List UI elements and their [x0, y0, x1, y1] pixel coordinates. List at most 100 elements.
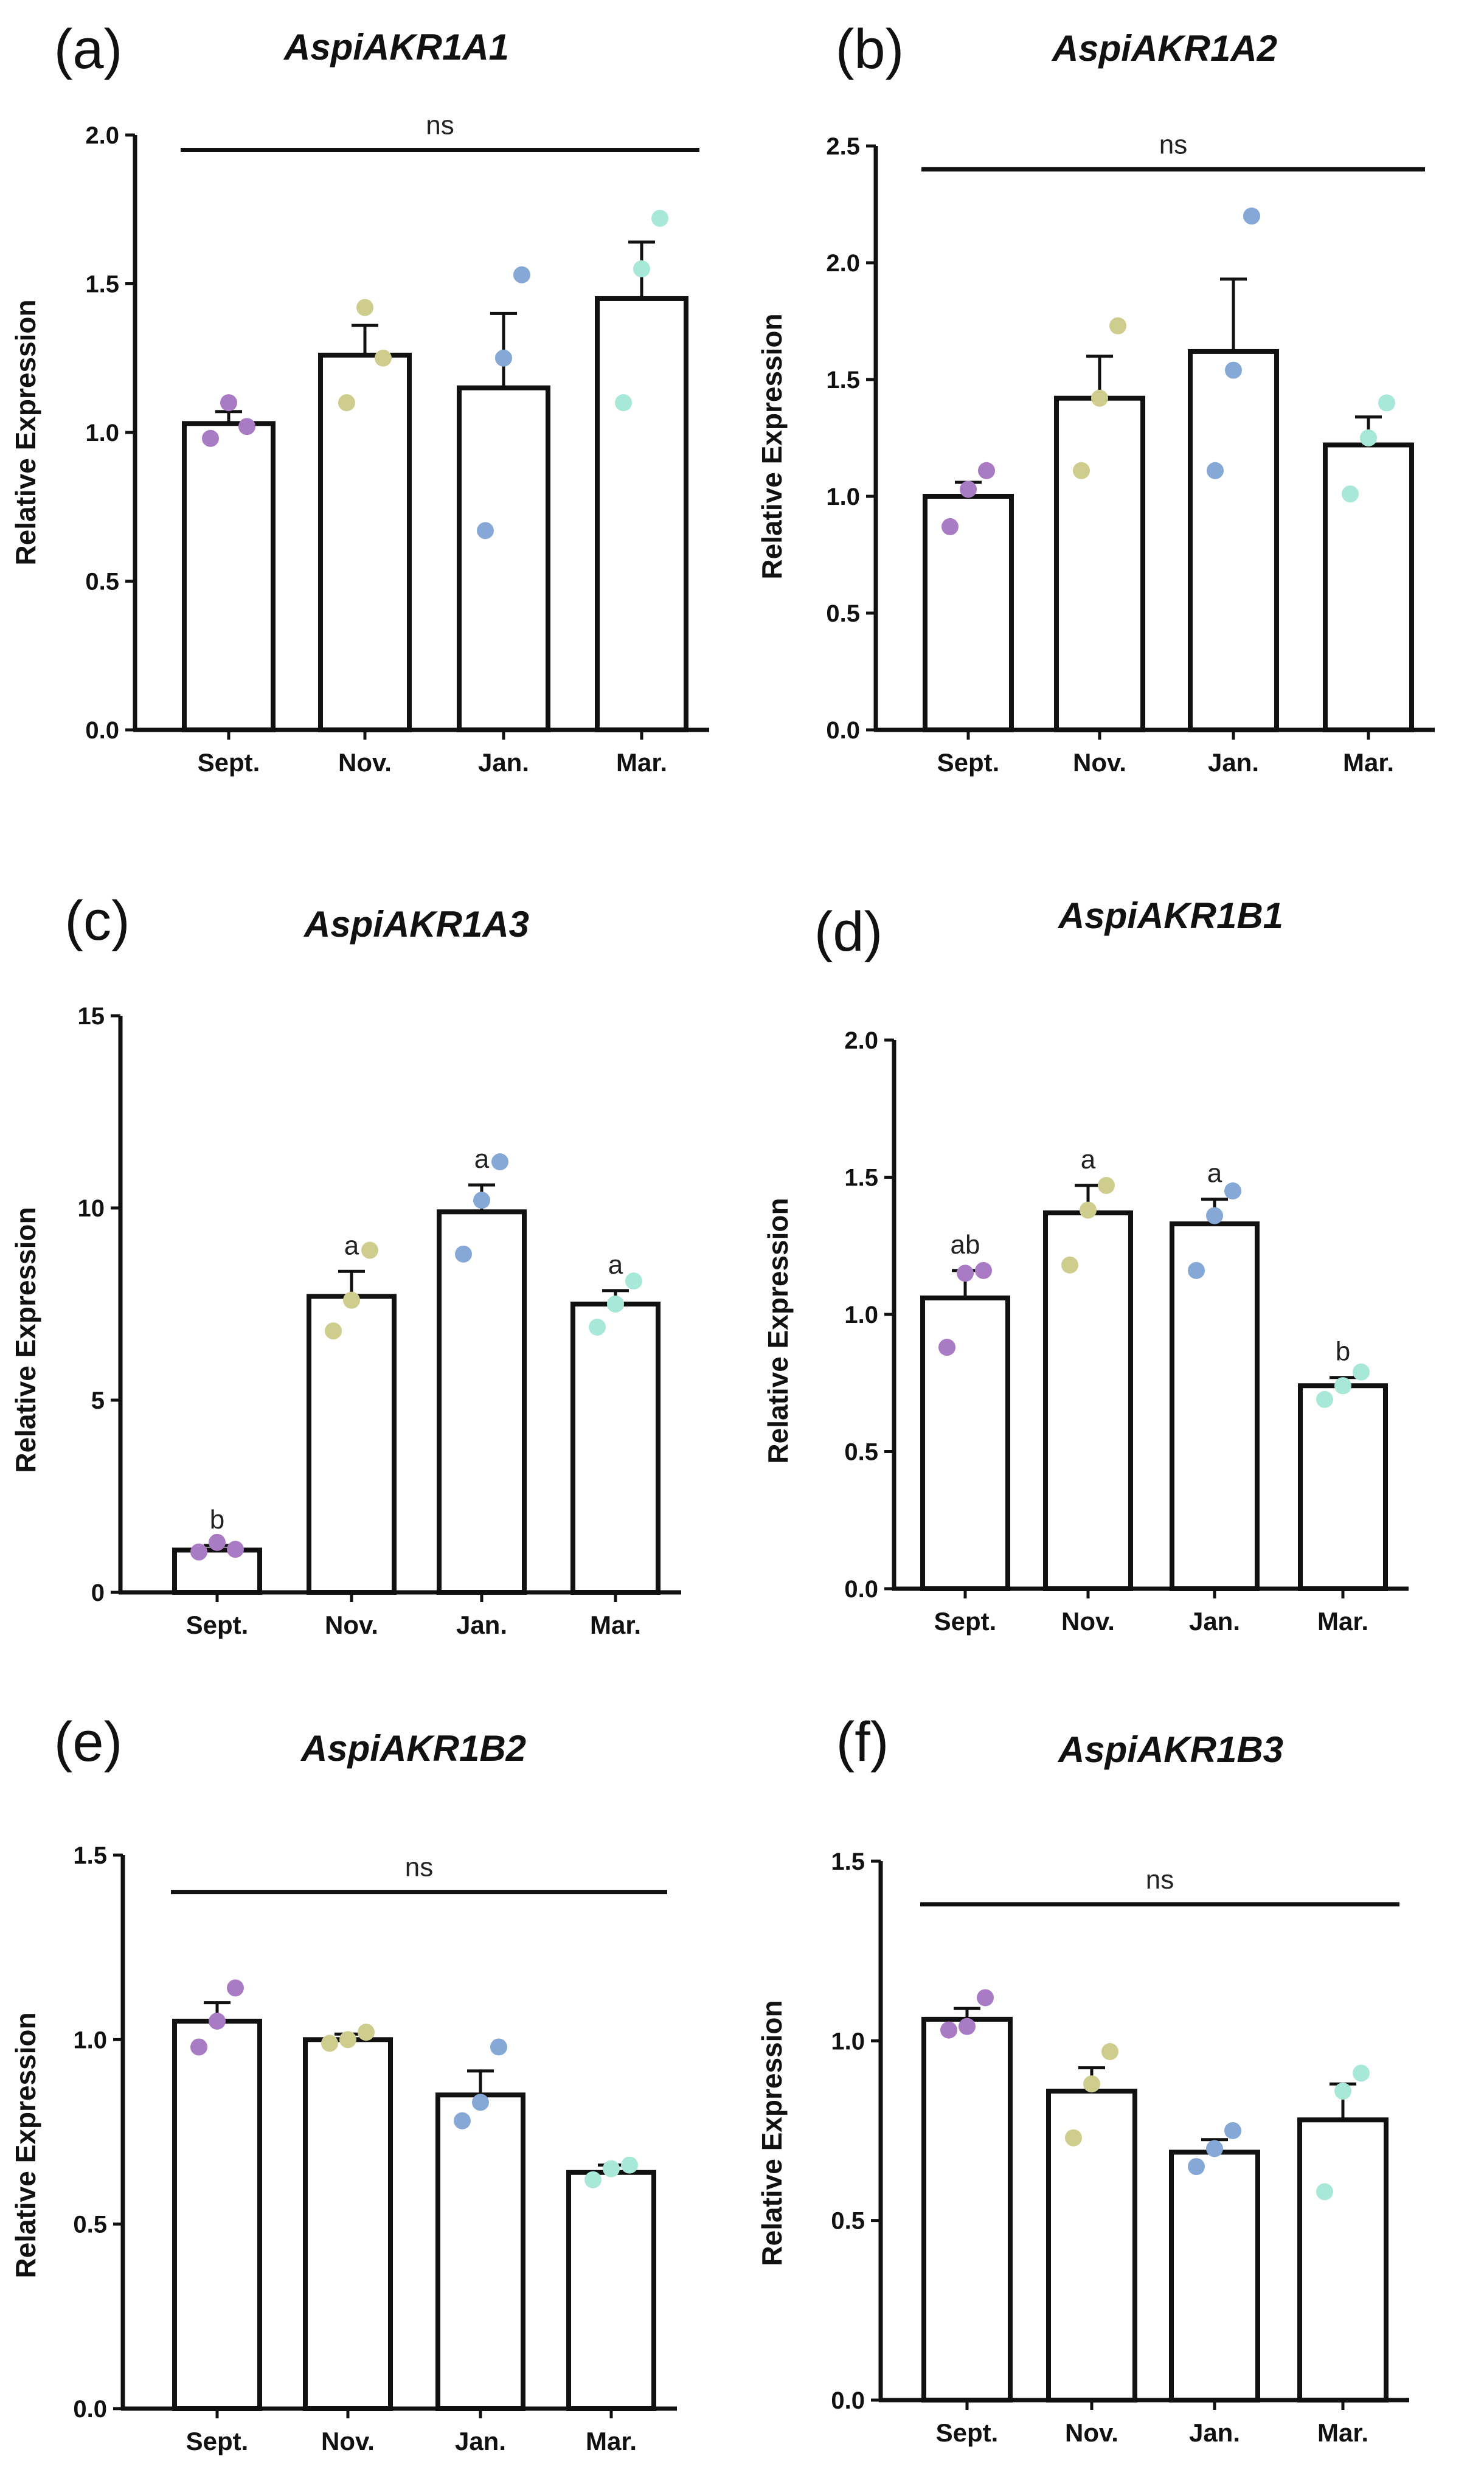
y-tick-label: 5 [91, 1387, 105, 1414]
data-point [220, 394, 237, 412]
bar-sept [923, 494, 1014, 732]
y-axis-title: Relative Expression [762, 1198, 794, 1463]
y-axis-title: Relative Expression [756, 2000, 788, 2266]
data-point [1073, 462, 1090, 479]
data-point [1316, 1390, 1333, 1408]
significance-letter: ab [951, 1230, 980, 1260]
x-tick-label: Nov. [338, 748, 392, 777]
y-tick-label: 15 [78, 1003, 105, 1030]
y-tick-label: 1.5 [85, 271, 119, 298]
x-tick-label: Jan. [1208, 748, 1259, 777]
data-point [615, 394, 632, 412]
significance-letter: a [344, 1230, 359, 1260]
y-tick-label: 0.5 [844, 1439, 878, 1466]
panel-c: (c) AspiAKR1A3 0 5 10 15 Relative Expression Se… [10, 890, 681, 1639]
data-point [1188, 2158, 1205, 2176]
bar-jan [1169, 2150, 1260, 2403]
data-point [375, 349, 392, 367]
y-tick-label: 2.5 [826, 133, 860, 160]
panel-a: (a) AspiAKR1A1 0.0 0.5 1.0 1.5 2.0 Relative Exp… [10, 18, 709, 777]
x-tick-label: Nov. [1073, 748, 1126, 777]
bar-jan [457, 385, 550, 732]
data-point [1334, 2083, 1351, 2100]
data-point [1342, 485, 1359, 503]
data-point [356, 299, 373, 316]
data-point [1207, 462, 1224, 479]
significance-letter: a [1207, 1159, 1222, 1188]
y-tick-label: 2.0 [826, 250, 860, 277]
panel-label: (f) [836, 1711, 889, 1773]
significance-label: ns [1159, 130, 1187, 159]
data-point [625, 1272, 642, 1290]
y-tick-label: 0.0 [844, 1576, 878, 1603]
bar-mar [1298, 1383, 1388, 1591]
data-point [589, 1318, 606, 1336]
panel-b: (b) AspiAKR1A2 0.0 0.5 1.0 1.5 2.0 2.5 Relative … [756, 18, 1435, 777]
bar-nov [1046, 2089, 1137, 2403]
data-point [651, 209, 668, 227]
x-tick-label: Mar. [616, 748, 667, 777]
data-point [238, 418, 255, 435]
x-tick-label: Jan. [1189, 1607, 1240, 1636]
bar-sept [921, 2016, 1013, 2403]
data-point [1080, 1201, 1097, 1219]
data-point [1316, 2183, 1333, 2201]
x-tick-label: Jan. [455, 2427, 506, 2455]
y-axis-title: Relative Expression [10, 1207, 41, 1473]
chart-title: AspiAKR1A3 [303, 904, 529, 945]
bar-mar [566, 2170, 656, 2412]
x-tick-label: Nov. [1065, 2418, 1118, 2447]
y-tick-label: 1.5 [831, 1848, 865, 1875]
data-point [321, 2035, 338, 2052]
data-point [227, 1541, 244, 1558]
panel-d: (d) AspiAKR1B1 0.0 0.5 1.0 1.5 2.0 Relative Exp… [762, 895, 1409, 1636]
data-point [1360, 429, 1377, 446]
data-point [1188, 1261, 1205, 1279]
data-point [1206, 1207, 1223, 1224]
bar-nov [1043, 1210, 1133, 1591]
y-tick-label: 1.0 [85, 420, 119, 446]
bar-mar [595, 296, 688, 732]
bar-nov [1054, 395, 1145, 732]
panel-label: (c) [64, 890, 130, 952]
x-tick-label: Jan. [478, 748, 529, 777]
data-point [1353, 1363, 1370, 1381]
x-tick-label: Sept. [186, 2427, 249, 2455]
x-tick-label: Mar. [590, 1611, 641, 1639]
x-tick-label: Sept. [186, 1611, 249, 1639]
y-axis-title: Relative Expression [10, 2012, 41, 2278]
data-point [227, 1979, 244, 1997]
bar-mar [570, 1302, 661, 1595]
significance-letter: b [1336, 1337, 1350, 1367]
significance-letter: b [210, 1505, 224, 1535]
data-point [338, 394, 355, 412]
significance-letter: a [608, 1250, 623, 1280]
x-tick-label: Sept. [198, 748, 260, 777]
panel-e: (e) AspiAKR1B2 0.0 0.5 1.0 1.5 Relative Expres… [10, 1711, 677, 2455]
y-tick-label: 0.5 [85, 569, 119, 595]
y-tick-label: 2.0 [85, 122, 119, 149]
data-point [977, 1989, 994, 2007]
y-tick-label: 2.0 [844, 1027, 878, 1054]
data-point [1109, 317, 1126, 335]
bar-mar [1297, 2117, 1389, 2403]
bar-jan [437, 1209, 527, 1595]
data-point [1334, 1377, 1351, 1395]
panel-label: (d) [814, 901, 882, 963]
y-tick-label: 1.0 [826, 484, 860, 510]
data-point [1243, 207, 1260, 225]
data-point [473, 1192, 490, 1209]
x-tick-label: Jan. [1189, 2418, 1240, 2447]
x-tick-label: Jan. [456, 1611, 507, 1639]
significance-label: ns [426, 110, 454, 140]
chart-title: AspiAKR1B1 [1057, 895, 1283, 936]
data-point [584, 2171, 602, 2188]
y-tick-label: 0.5 [831, 2208, 865, 2235]
x-tick-label: Mar. [586, 2427, 637, 2455]
x-tick-label: Sept. [936, 2418, 999, 2447]
data-point [607, 1296, 624, 1313]
y-tick-label: 0.0 [73, 2396, 107, 2423]
data-point [343, 1291, 360, 1309]
significance-label: ns [405, 1853, 433, 1882]
